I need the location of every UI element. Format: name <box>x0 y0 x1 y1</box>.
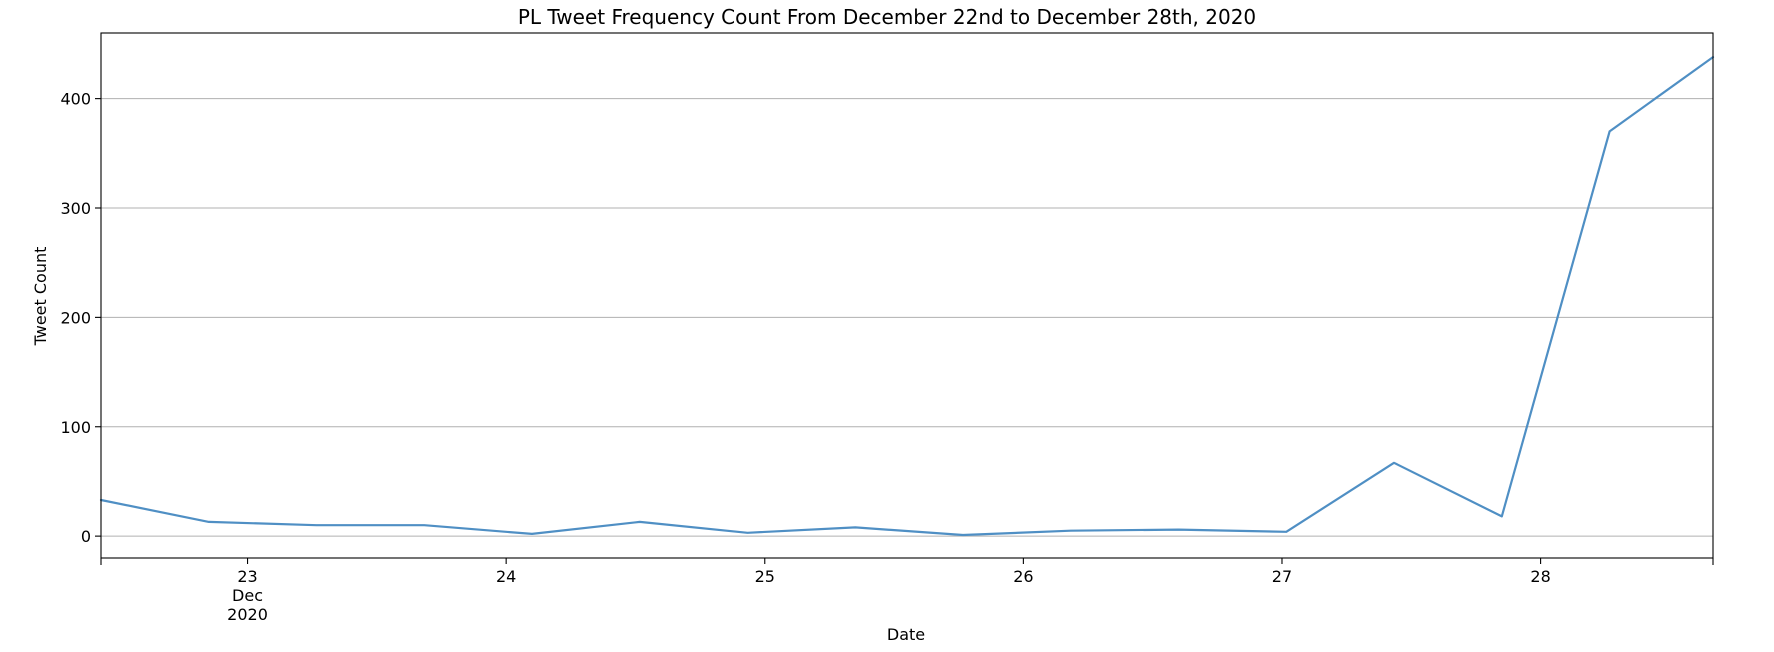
data-point <box>206 519 212 525</box>
x-tick-label: 25 <box>755 567 775 586</box>
data-point <box>1391 460 1397 466</box>
series-layer <box>99 55 1715 538</box>
data-point <box>745 530 751 536</box>
series-line <box>99 55 1715 537</box>
data-point <box>637 519 643 525</box>
y-axis-ticks: 0 100 200 300 400 <box>60 90 101 546</box>
x-tick-label: 23 <box>237 567 257 586</box>
y-tick-label: 0 <box>81 527 91 546</box>
x-tick-year-label: 2020 <box>227 605 268 624</box>
data-point <box>1176 527 1182 533</box>
y-tick-label: 400 <box>60 90 91 109</box>
x-tick-label: 28 <box>1530 567 1550 586</box>
data-point <box>1283 529 1289 535</box>
plot-frame <box>100 32 1714 559</box>
data-point <box>960 532 966 538</box>
data-point <box>314 522 320 528</box>
data-point <box>421 522 427 528</box>
x-tick-month-label: Dec <box>232 586 263 605</box>
chart-title: PL Tweet Frequency Count From December 2… <box>518 5 1256 29</box>
data-point <box>1499 513 1505 519</box>
y-axis-label: Tweet Count <box>31 247 50 347</box>
y-tick-label: 300 <box>60 199 91 218</box>
data-point <box>1607 128 1613 134</box>
x-axis-label: Date <box>887 625 925 644</box>
x-tick-label: 27 <box>1272 567 1292 586</box>
y-tick-label: 200 <box>60 308 91 327</box>
data-point <box>529 531 535 537</box>
data-point <box>852 524 858 530</box>
data-point <box>1068 528 1074 534</box>
x-tick-label: 24 <box>496 567 516 586</box>
gridlines <box>101 98 1713 537</box>
x-tick-label: 26 <box>1013 567 1033 586</box>
y-tick-label: 100 <box>60 418 91 437</box>
